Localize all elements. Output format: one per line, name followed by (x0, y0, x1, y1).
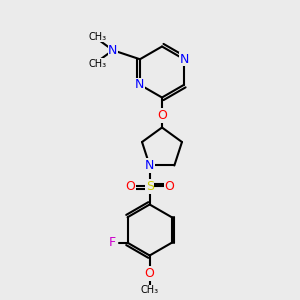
Text: O: O (145, 267, 154, 280)
Text: O: O (157, 109, 167, 122)
Text: N: N (145, 159, 154, 172)
Text: N: N (179, 53, 189, 66)
Text: CH₃: CH₃ (89, 59, 107, 69)
Text: CH₃: CH₃ (89, 32, 107, 42)
Text: N: N (108, 44, 118, 57)
Text: CH₃: CH₃ (141, 285, 159, 295)
Text: O: O (164, 180, 174, 193)
Text: F: F (109, 236, 116, 249)
Text: O: O (125, 180, 135, 193)
Text: N: N (135, 78, 145, 91)
Text: S: S (146, 180, 154, 193)
